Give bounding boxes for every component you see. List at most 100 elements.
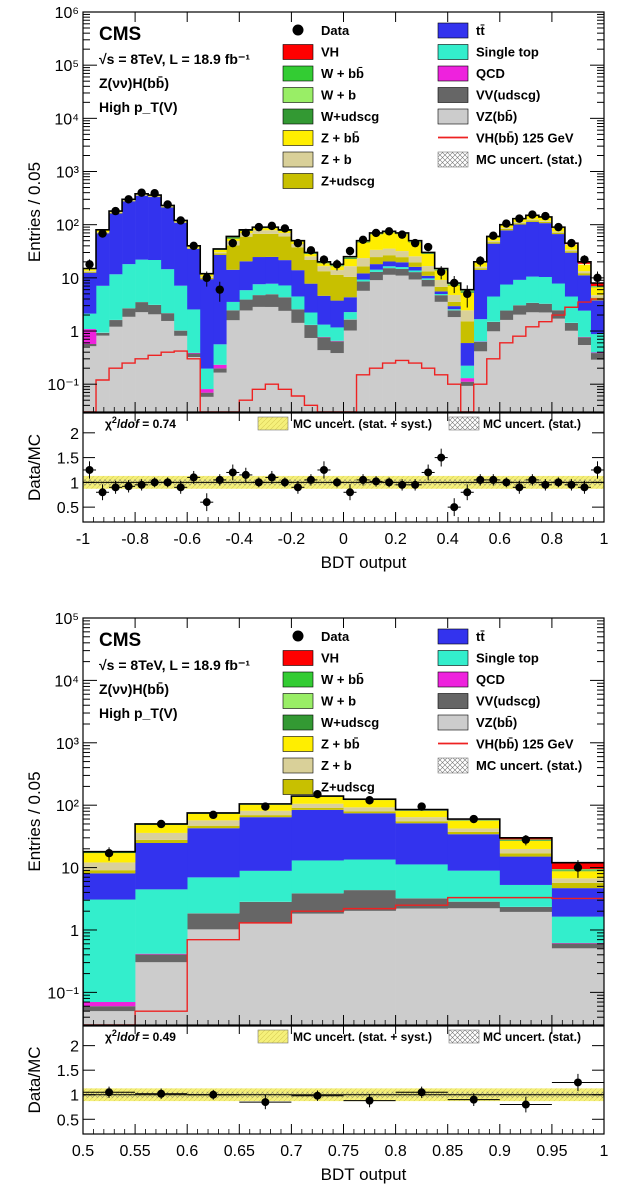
bar-vz_bb — [408, 279, 422, 412]
data-point — [554, 222, 563, 232]
data-point — [410, 238, 420, 248]
legend: Data VH W + bb̄ W + b W+udscg Z + bb̄ Z + b Z+u… — [282, 22, 582, 189]
data-point — [397, 230, 407, 239]
ratio-legend-label-stat: MC uncert. (stat.) — [483, 417, 581, 431]
bar-vv_udscg — [564, 323, 579, 331]
bar-ttbar — [564, 252, 579, 297]
data-point — [358, 235, 368, 244]
bar-ttbar — [434, 291, 448, 295]
data-point — [209, 810, 218, 820]
bar-single_top — [291, 296, 305, 310]
x-tick-label: 0.55 — [120, 1143, 151, 1160]
ratio-point — [189, 473, 198, 482]
legend-label-ttbar: tt̄ — [476, 629, 485, 644]
bar-zbb — [213, 249, 227, 253]
bar-ttbar — [187, 828, 240, 878]
bar-vz_bb — [343, 910, 396, 1025]
data-point — [332, 260, 342, 269]
bar-zudscg — [447, 831, 501, 835]
category-label: High p_T(V) — [99, 99, 178, 115]
y-tick-label: 10⁴ — [54, 673, 79, 690]
data-point — [254, 222, 264, 232]
bar-vv_udscg — [499, 310, 514, 320]
bar-vv_udscg — [213, 368, 227, 373]
bar-zb — [330, 270, 344, 275]
bar-ttbar — [590, 300, 604, 335]
bar-zudscg — [252, 233, 266, 258]
ratio-point — [209, 1090, 218, 1099]
bar-zb — [408, 256, 422, 263]
bar-zb — [447, 828, 501, 832]
bar-vv_udscg — [538, 303, 553, 313]
y-tick-label: 10² — [56, 798, 80, 815]
bar-zudscg — [239, 815, 292, 818]
bar-zb — [135, 832, 188, 840]
bar-vz_bb — [135, 312, 149, 412]
ratio-point — [573, 1078, 582, 1087]
bar-zbb — [304, 253, 318, 257]
data-point — [156, 819, 166, 829]
x-tick-label: -1 — [76, 531, 90, 548]
ratio-point — [521, 1100, 530, 1109]
data-point — [489, 231, 498, 240]
bar-zbb — [408, 242, 422, 257]
ratio-point — [437, 453, 446, 462]
category-label: High p_T(V) — [99, 705, 178, 721]
data-point — [124, 195, 133, 204]
bar-vv_udscg — [278, 297, 292, 311]
bar-vz_bb — [148, 314, 162, 412]
bar-ttbar — [525, 221, 540, 277]
bar-vv_udscg — [239, 901, 292, 923]
bar-zb — [343, 807, 396, 812]
ratio-point — [280, 478, 289, 487]
legend-swatch-wbb — [282, 671, 314, 688]
data-point — [137, 188, 146, 197]
data-point — [541, 211, 550, 221]
bar-ttbar — [382, 261, 396, 267]
x-tick-label: 0.5 — [72, 1143, 94, 1160]
bar-vz_bb — [395, 275, 409, 412]
legend-swatch-vz_bb — [437, 714, 469, 731]
bar-vv_udscg — [512, 305, 527, 315]
ratio-point — [150, 478, 159, 487]
y-tick-label: 10⁴ — [54, 111, 79, 128]
bar-vz_bb — [109, 326, 123, 412]
legend-marker-data — [292, 630, 304, 642]
bar-vv_udscg — [174, 330, 188, 336]
x-tick-label: -0.2 — [278, 531, 306, 548]
bar-single_top — [343, 859, 396, 891]
bar-zbb — [447, 820, 501, 829]
bar-zb — [382, 248, 396, 256]
bar-zudscg — [577, 273, 592, 276]
ratio-point — [346, 488, 355, 497]
ratio-tick-label: 2 — [70, 426, 79, 443]
bar-ttbar — [122, 201, 136, 265]
bar-single_top — [512, 279, 527, 306]
bar-vz_bb — [161, 320, 175, 412]
ratio-point — [476, 475, 485, 484]
y-tick-label: 10² — [56, 218, 80, 235]
bar-vv_udscg — [421, 279, 435, 287]
bar-vv_udscg — [486, 321, 501, 332]
ratio-point — [502, 478, 511, 487]
legend-swatch-ttbar — [437, 628, 469, 645]
bar-zb — [395, 251, 409, 258]
bar-vv_udscg — [96, 332, 110, 336]
ratio-point — [293, 483, 302, 492]
ratio-point — [319, 465, 328, 474]
bar-vz_bb — [538, 312, 553, 412]
total-outline — [83, 193, 604, 412]
bar-zb — [551, 231, 566, 233]
y-ticks: 10⁻¹ 1 10 10² 10³ 10⁴ 10⁵ — [47, 611, 604, 1026]
bar-zudscg — [239, 236, 253, 262]
bar-vz_bb — [278, 310, 292, 412]
ratio-point — [463, 488, 472, 497]
legend-label-wb: W + b — [321, 88, 356, 103]
bar-ttbar — [356, 273, 370, 280]
bar-zb — [317, 266, 331, 272]
bar-zb — [577, 271, 592, 274]
bar-single_top — [538, 276, 553, 304]
ratio-point — [417, 1088, 426, 1097]
data-point — [528, 210, 537, 219]
bar-vv_udscg — [395, 898, 448, 909]
